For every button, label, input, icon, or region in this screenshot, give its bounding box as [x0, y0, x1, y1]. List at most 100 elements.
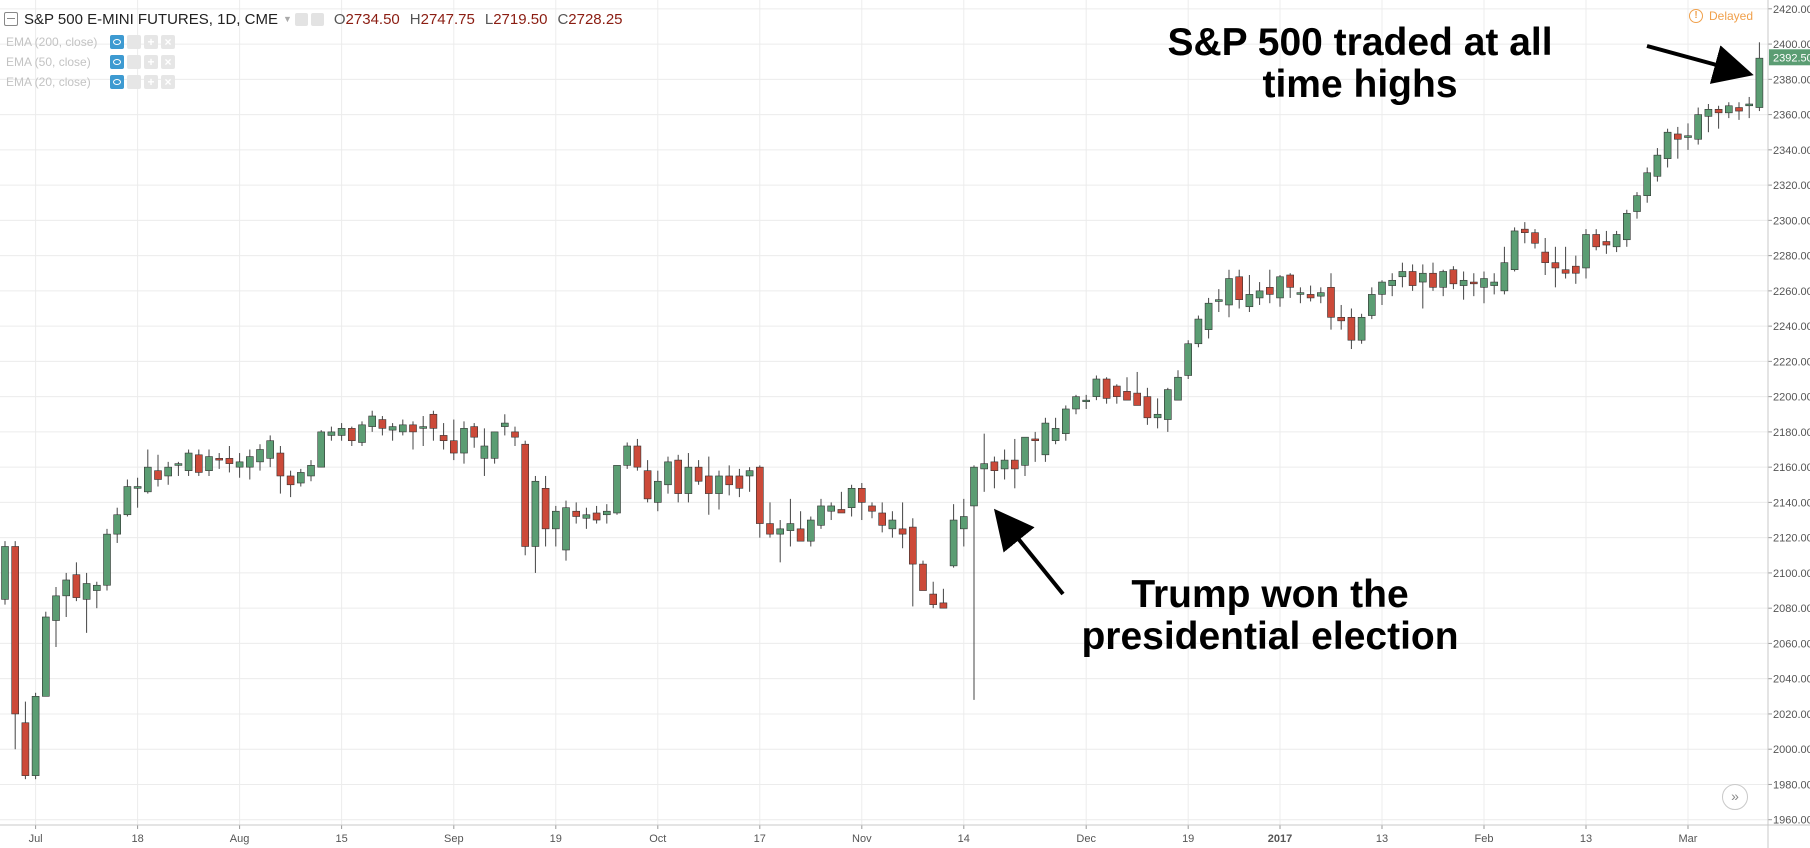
candle-body	[52, 595, 60, 621]
indicator-row[interactable]: EMA (200, close) + ×	[6, 32, 178, 52]
close-icon[interactable]: ×	[161, 75, 175, 89]
candle-body	[980, 463, 989, 470]
candle-body	[531, 480, 540, 547]
candle-body	[500, 422, 509, 427]
hide-icon[interactable]	[310, 12, 324, 26]
candle-body	[1031, 438, 1039, 442]
annotation-arrows	[993, 44, 1754, 596]
settings-icon[interactable]	[127, 35, 141, 49]
candle-body	[1572, 265, 1580, 274]
x-tick-label: 17	[754, 833, 766, 845]
candle-body	[806, 519, 815, 542]
candle-body	[195, 454, 203, 473]
candle-body	[266, 440, 275, 459]
candle-body	[439, 435, 448, 442]
collapse-icon[interactable]	[4, 12, 18, 26]
candle-body	[449, 440, 458, 454]
candle-body	[715, 475, 723, 494]
candle-body	[796, 528, 805, 542]
candle-body	[1684, 135, 1692, 138]
candle-body	[766, 523, 774, 535]
eye-icon[interactable]	[110, 75, 124, 89]
scroll-to-realtime-button[interactable]: »	[1722, 784, 1748, 810]
candle-body	[1541, 251, 1549, 263]
x-tick-label: 14	[958, 833, 970, 845]
candle-body	[1327, 287, 1335, 318]
candle-body	[511, 431, 519, 438]
y-tick-label: 2320.00	[1773, 180, 1810, 192]
indicator-row[interactable]: EMA (20, close) + ×	[6, 72, 178, 92]
candle-body	[653, 480, 662, 503]
candle-body	[1408, 271, 1417, 286]
x-tick-label: 18	[131, 833, 143, 845]
candle-body	[1357, 317, 1366, 341]
candle-body	[888, 519, 897, 530]
eye-icon[interactable]	[110, 55, 124, 69]
y-tick-label: 2420.00	[1773, 4, 1810, 16]
settings-icon[interactable]	[127, 55, 141, 69]
delayed-status[interactable]: ! Delayed	[1689, 9, 1753, 23]
candle-body	[878, 512, 887, 526]
x-tick-label: Oct	[649, 833, 666, 845]
y-tick-label: 2120.00	[1773, 533, 1810, 545]
candle-body	[1245, 294, 1254, 308]
x-tick-label: 15	[335, 833, 347, 845]
candle-body	[949, 519, 958, 567]
candle-body	[1021, 436, 1029, 466]
candle-body	[592, 512, 601, 521]
candle-body	[674, 459, 683, 494]
candle-body	[1082, 399, 1090, 402]
chevron-down-icon[interactable]: ▼	[282, 14, 292, 24]
settings-icon[interactable]	[127, 75, 141, 89]
y-tick-label: 1960.00	[1773, 815, 1810, 827]
candle-body	[704, 475, 713, 494]
close-value: 2728.25	[568, 10, 623, 28]
candle-body	[664, 461, 672, 486]
candle-body	[419, 426, 428, 429]
candle-body	[1286, 274, 1294, 288]
candle-body	[1663, 131, 1672, 159]
candle-body	[1062, 408, 1070, 434]
candle-body	[93, 584, 101, 591]
annotation-bottom: Trump won the presidential election	[1081, 573, 1459, 658]
candle-body	[41, 616, 50, 697]
indicator-label[interactable]: EMA (20, close)	[6, 75, 91, 89]
settings-icon[interactable]	[294, 12, 308, 26]
candle-body	[1317, 292, 1325, 297]
candle-body	[694, 466, 703, 482]
candle-body	[817, 505, 825, 526]
candle-body	[837, 509, 846, 514]
candle-body	[898, 528, 907, 535]
annotation-top: S&P 500 traded at all time highs	[1167, 21, 1553, 106]
candle-body	[215, 458, 223, 461]
symbol-title[interactable]: S&P 500 E-MINI FUTURES, 1D, CME	[24, 10, 278, 28]
candle-body	[460, 428, 468, 454]
add-icon[interactable]: +	[144, 75, 158, 89]
indicator-label[interactable]: EMA (50, close)	[6, 55, 91, 69]
y-tick-label: 2280.00	[1773, 251, 1810, 263]
add-icon[interactable]: +	[144, 55, 158, 69]
candle-body	[643, 470, 652, 500]
indicator-label[interactable]: EMA (200, close)	[6, 35, 98, 49]
candle-body	[1439, 271, 1447, 288]
delayed-label: Delayed	[1709, 9, 1754, 23]
candle-body	[1633, 195, 1641, 212]
candle-body	[1643, 172, 1651, 196]
candle-body	[276, 452, 285, 477]
candle-body	[1215, 299, 1223, 302]
candle-body	[113, 514, 121, 535]
close-icon[interactable]: ×	[161, 35, 175, 49]
close-icon[interactable]: ×	[161, 55, 175, 69]
candle-body	[1398, 271, 1407, 278]
add-icon[interactable]: +	[144, 35, 158, 49]
arrow-bottom	[993, 508, 1065, 596]
eye-icon[interactable]	[110, 35, 124, 49]
indicator-row[interactable]: EMA (50, close) + ×	[6, 52, 178, 72]
y-tick-label: 2300.00	[1773, 215, 1810, 227]
candle-body	[358, 424, 366, 443]
candle-body	[72, 574, 81, 598]
x-tick-label: 13	[1580, 833, 1592, 845]
low-value: 2719.50	[493, 10, 548, 28]
candle-body	[123, 486, 132, 516]
